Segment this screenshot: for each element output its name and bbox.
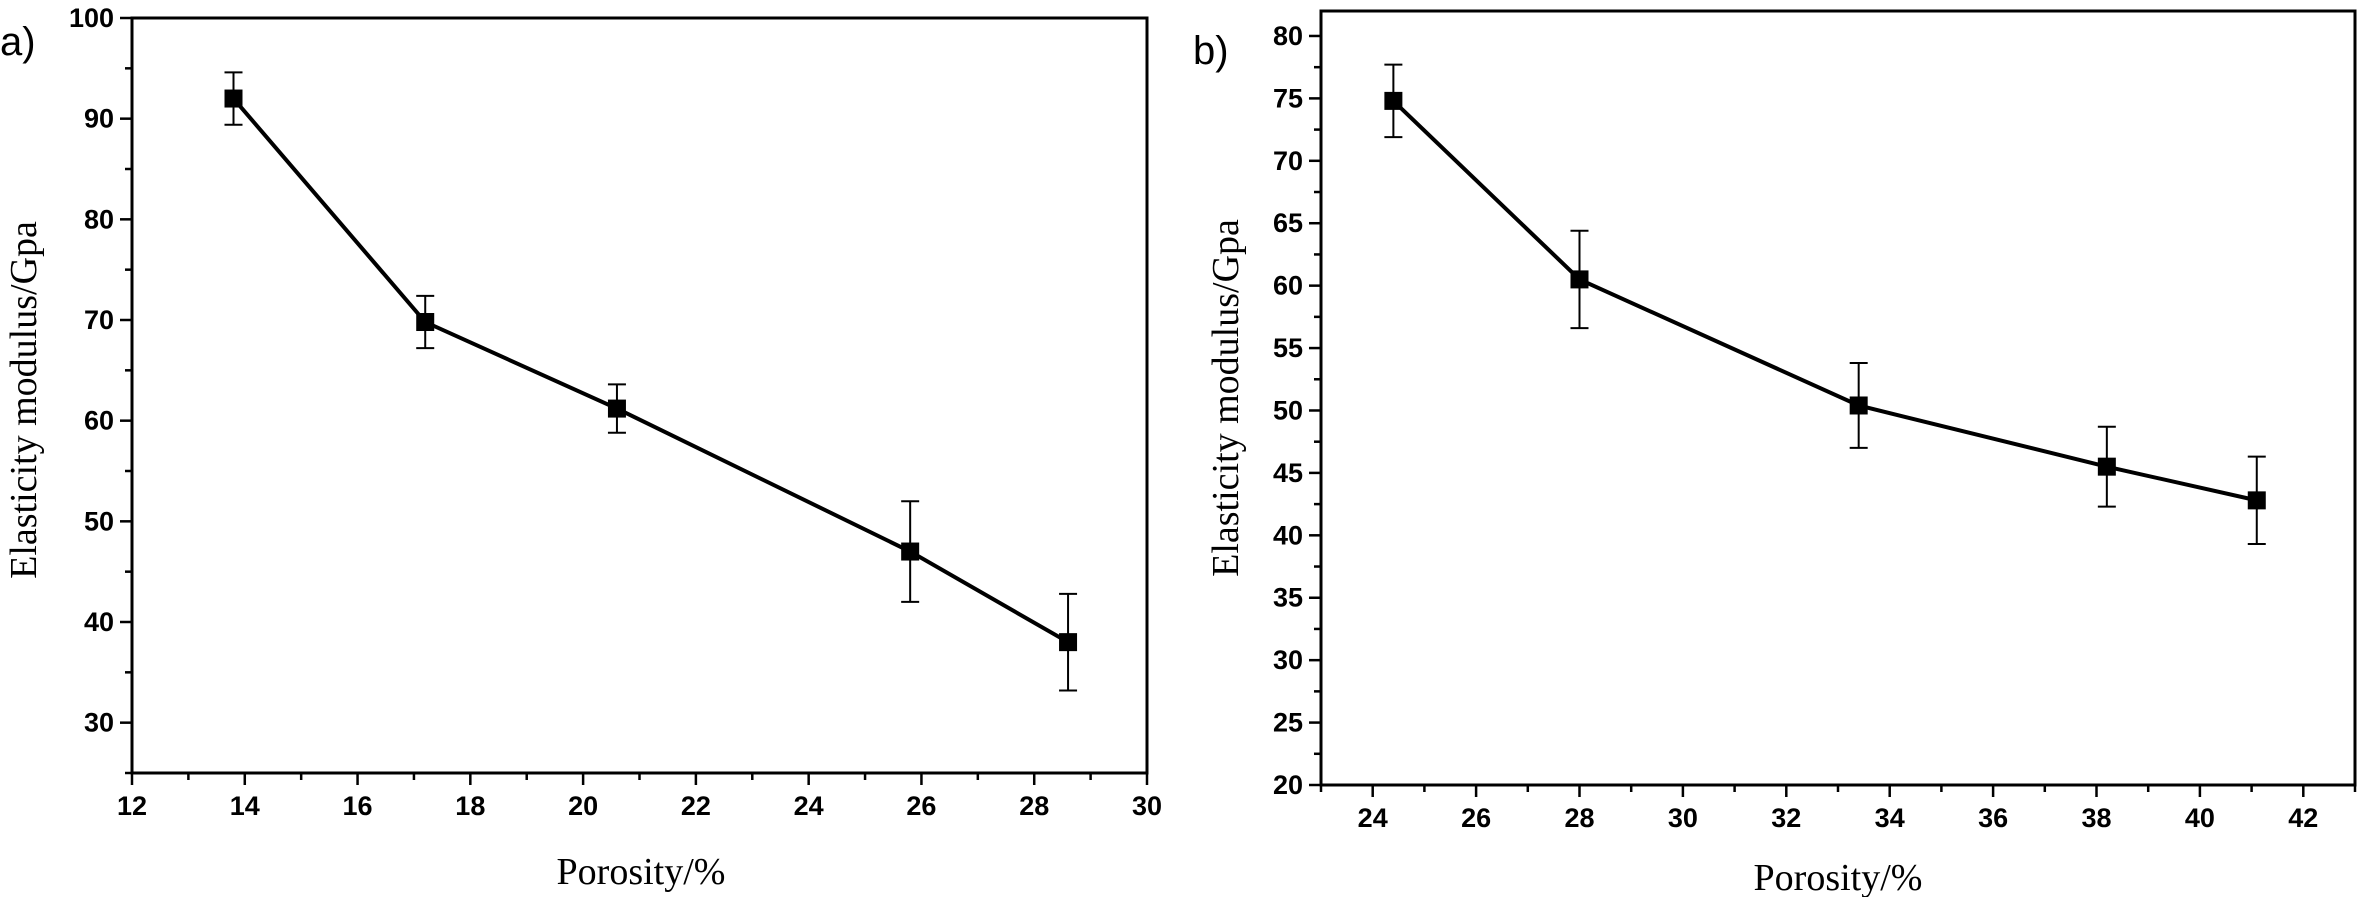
panel-b-y-tick-label: 75 [1273,83,1303,113]
panel-a-y-tick-label: 70 [84,305,114,335]
panel-a-y-tick-label: 100 [69,3,114,33]
panel-b-data-point [2247,491,2266,510]
panel-b-y-tick-label: 50 [1273,395,1303,425]
panel-b-label: b) [1193,29,1229,73]
panel-a-y-tick-label: 80 [84,204,114,234]
panel-a-axis-ticks: 12 14 16 18 20 22 24 26 28 30 30 40 50 60 70 80 90 100 [69,3,1162,821]
panel-a-y-tick-label: 30 [84,708,114,738]
panel-b-y-tick-label: 60 [1273,271,1303,301]
panel-a-data-point [607,399,626,418]
panel-b-x-tick-label: 32 [1771,803,1801,833]
panel-b-y-tick-label: 35 [1273,583,1303,613]
panel-a-y-tick-label: 60 [84,406,114,436]
panel-a-x-tick-label: 30 [1132,791,1162,821]
panel-b-x-tick-label: 36 [1978,803,2008,833]
panel-a-data-point [901,542,920,561]
panel-a-series-line [231,97,1070,644]
panel-b-data-point [2097,457,2116,476]
panel-b-y-tick-label: 30 [1273,645,1303,675]
panel-a-x-tick-label: 12 [117,791,147,821]
panel-b-y-tick-label: 40 [1273,520,1303,550]
panel-a-x-tick-label: 14 [230,791,260,821]
panel-a-data-point [1059,633,1078,652]
panel-a-y-tick-label: 50 [84,506,114,536]
panel-b-axis-ticks: 24 26 28 30 32 34 36 38 40 42 20 25 30 35 40 45 50 55 60 65… [1273,21,2357,833]
panel-a-x-tick-label: 28 [1019,791,1049,821]
panel-b-data-point [1384,91,1403,110]
panel-b-y-tick-label: 20 [1273,770,1303,800]
panel-b-y-tick-label: 70 [1273,146,1303,176]
panel-b: b) 24 26 28 30 32 34 36 38 40 42 20 25 30 35 40 45 50 55 6… [1193,9,2357,897]
panel-a-x-tick-label: 26 [906,791,936,821]
panel-a-y-tick-label: 90 [84,104,114,134]
panel-b-x-tick-label: 34 [1875,803,1905,833]
panel-a-data-point [224,89,243,108]
panel-b-y-axis-title: Elasticity modulus/Gpa [1205,219,1247,577]
panel-b-y-tick-label: 25 [1273,708,1303,738]
panel-b-y-tick-label: 65 [1273,208,1303,238]
panel-b-x-tick-label: 26 [1461,803,1491,833]
panel-a-label: a) [0,20,36,64]
panel-b-series-line [1391,99,2258,503]
panel-a-plot-frame [130,16,1149,775]
panel-a-x-tick-label: 24 [794,791,824,821]
panel-b-x-tick-label: 30 [1668,803,1698,833]
panel-b-y-tick-label: 45 [1273,458,1303,488]
panel-b-x-axis-title: Porosity/% [1754,857,1923,897]
panel-a-y-tick-label: 40 [84,607,114,637]
panel-b-y-tick-label: 55 [1273,333,1303,363]
panel-a-y-axis-title: Elasticity modulus/Gpa [3,221,45,579]
panel-b-data-point [1849,396,1868,415]
panel-b-y-tick-label: 80 [1273,21,1303,51]
panel-a-x-tick-label: 22 [681,791,711,821]
panel-a-markers [224,89,1078,652]
panel-b-x-tick-label: 40 [2185,803,2215,833]
panel-b-data-point [1570,270,1589,289]
panel-a-x-tick-label: 16 [343,791,373,821]
panel-b-markers [1384,91,2266,510]
panel-a-x-tick-label: 20 [568,791,598,821]
panel-a-error-bars [224,71,1078,692]
panel-b-x-tick-label: 42 [2288,803,2318,833]
panel-b-x-tick-label: 38 [2081,803,2111,833]
panel-b-x-tick-label: 28 [1564,803,1594,833]
panel-a-x-tick-label: 18 [455,791,485,821]
panel-b-x-tick-label: 24 [1358,803,1388,833]
panel-a-data-point [416,313,435,332]
panel-a: a) 12 14 16 18 20 22 24 26 28 30 30 40 50 60 70 80 90 100… [0,3,1162,893]
panel-a-x-axis-title: Porosity/% [557,851,726,893]
